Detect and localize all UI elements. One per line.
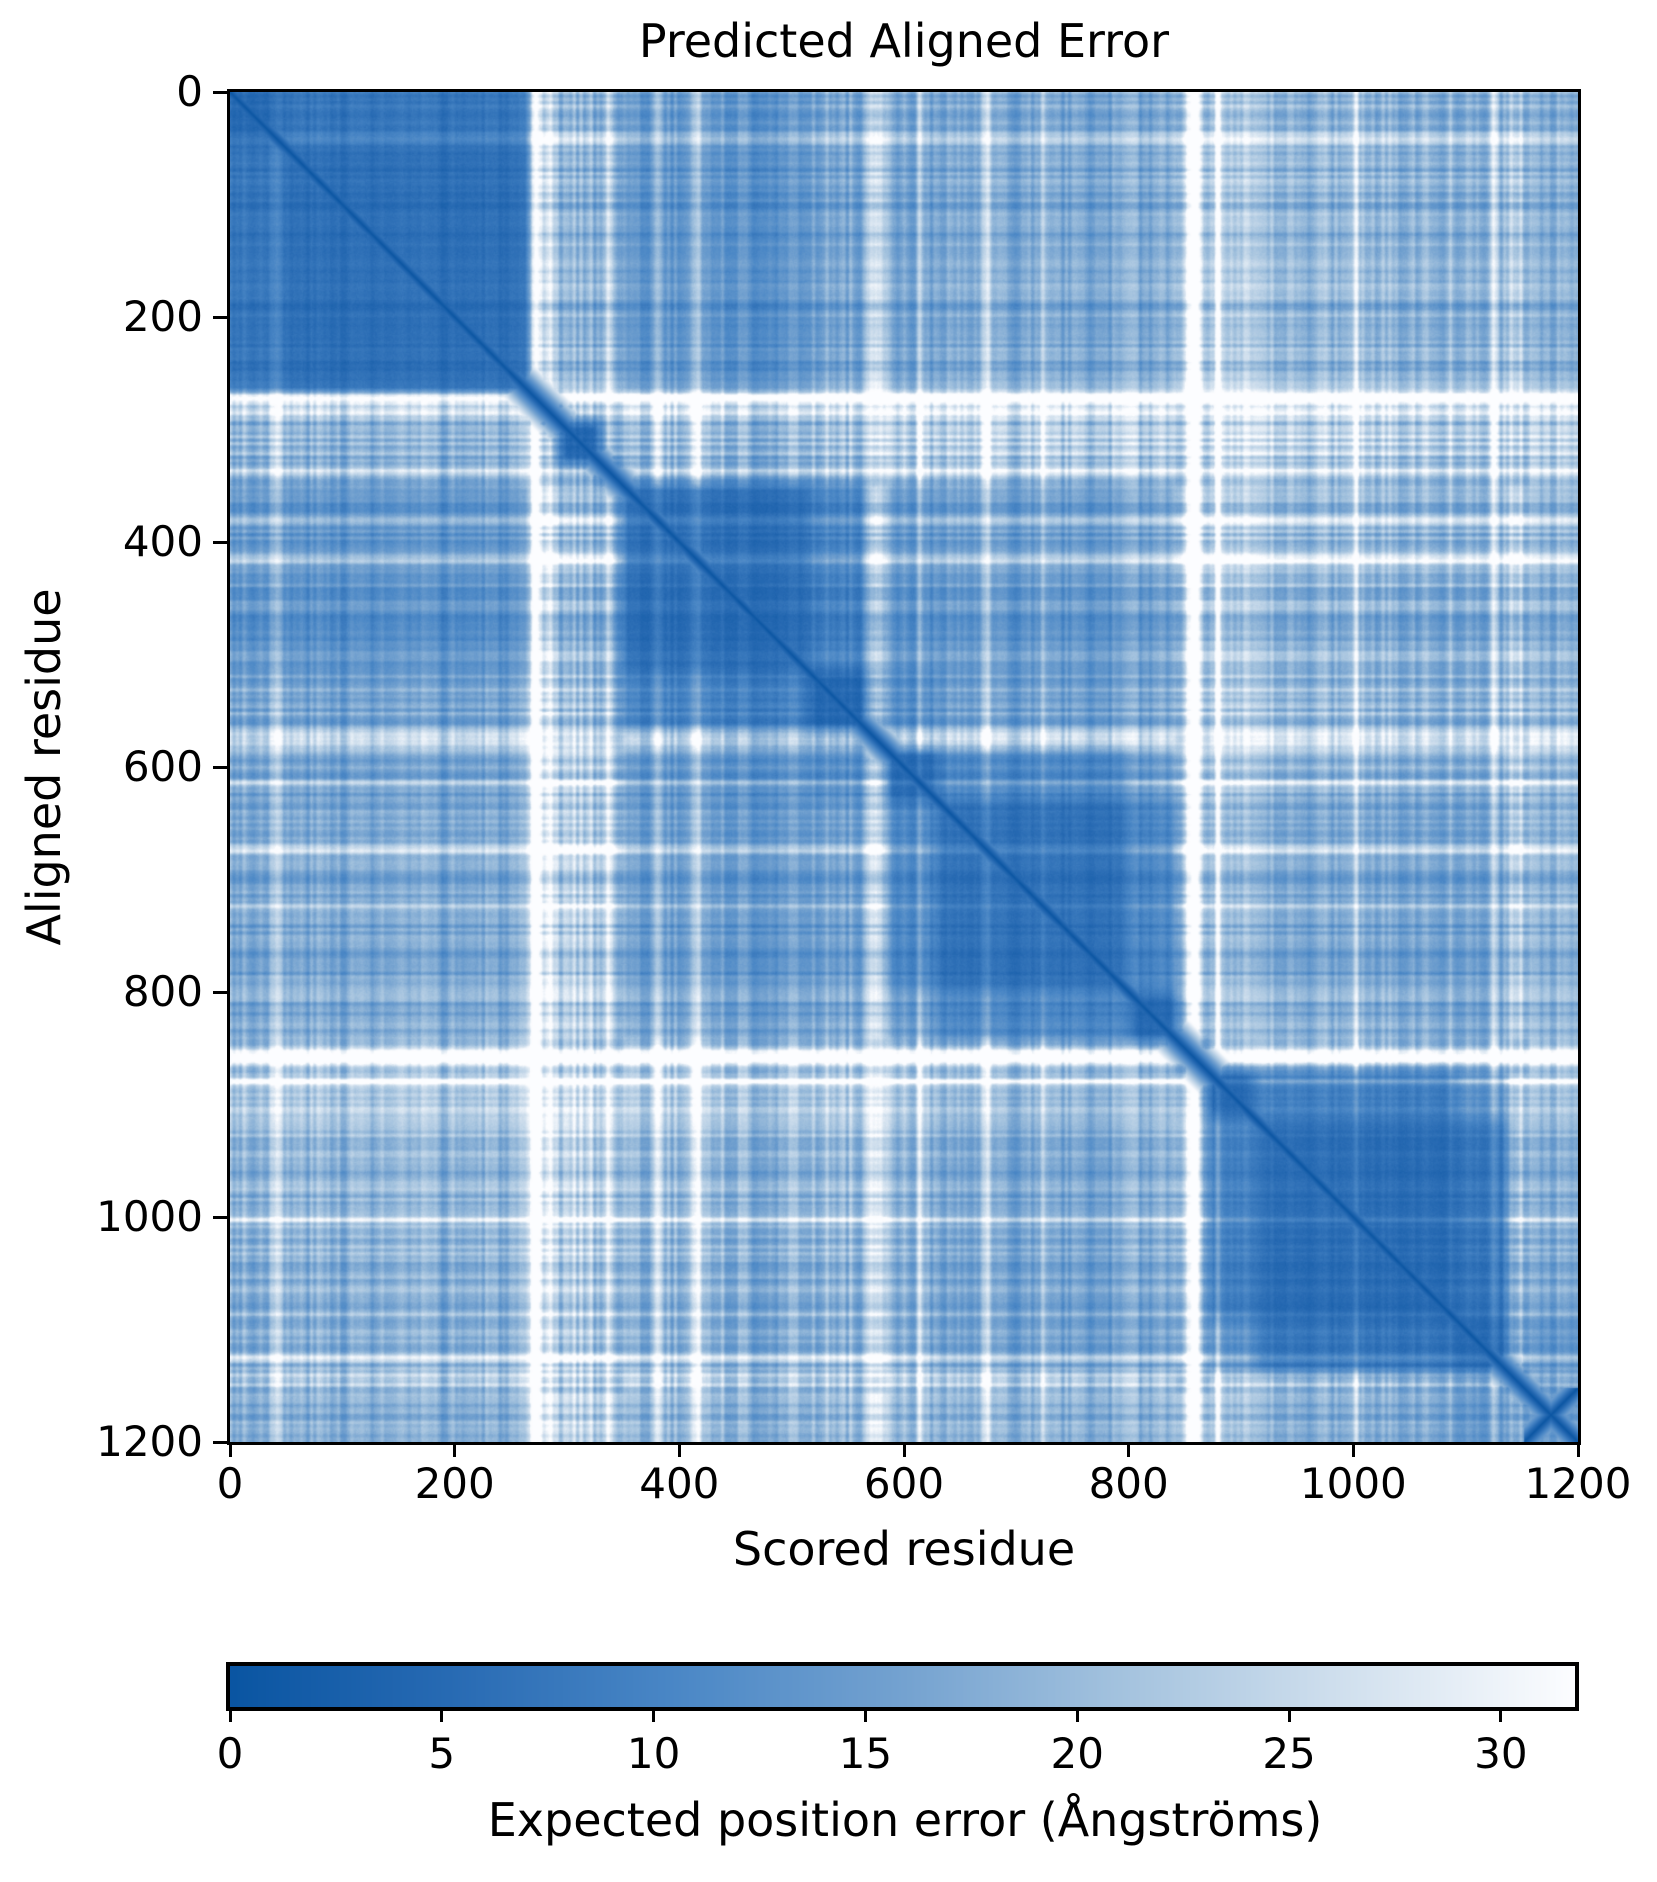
x-tick-mark (453, 1443, 457, 1457)
colorbar-tick-label: 25 (1262, 1729, 1316, 1778)
y-tick-mark (213, 540, 227, 544)
y-axis-label: Aligned residue (17, 588, 71, 946)
colorbar (226, 1662, 1579, 1711)
x-tick-mark (1576, 1443, 1580, 1457)
colorbar-tick-mark (652, 1707, 656, 1722)
x-tick-label: 600 (863, 1459, 945, 1508)
y-tick-mark (213, 90, 227, 94)
heatmap-plot-area (227, 89, 1581, 1445)
y-tick-mark (213, 1440, 227, 1444)
y-tick-label: 1000 (96, 1192, 203, 1241)
x-tick-label: 1000 (1299, 1459, 1407, 1508)
y-tick-label: 0 (176, 67, 203, 116)
y-tick-label: 400 (122, 517, 203, 566)
colorbar-tick-mark (1075, 1707, 1079, 1722)
colorbar-gradient-canvas (230, 1666, 1575, 1707)
colorbar-tick-label: 0 (216, 1729, 244, 1778)
colorbar-tick-label: 30 (1474, 1729, 1528, 1778)
colorbar-tick-label: 15 (838, 1729, 893, 1778)
x-tick-mark (1351, 1443, 1355, 1457)
colorbar-label: Expected position error (Ångströms) (487, 1793, 1323, 1847)
x-axis-label: Scored residue (732, 1522, 1076, 1576)
y-tick-label: 1200 (96, 1417, 203, 1466)
x-tick-label: 0 (216, 1459, 244, 1508)
y-tick-label: 600 (122, 742, 203, 791)
y-tick-mark (213, 315, 227, 319)
x-tick-label: 400 (639, 1459, 720, 1508)
colorbar-tick-mark (228, 1707, 232, 1722)
colorbar-tick-mark (863, 1707, 867, 1722)
colorbar-tick-label: 10 (626, 1729, 681, 1778)
y-tick-mark (213, 990, 227, 994)
x-tick-mark (902, 1443, 906, 1457)
colorbar-tick-mark (440, 1707, 444, 1722)
x-tick-mark (677, 1443, 681, 1457)
y-tick-label: 800 (122, 967, 203, 1016)
y-tick-mark (213, 765, 227, 769)
x-tick-label: 1200 (1524, 1459, 1632, 1508)
y-tick-mark (213, 1215, 227, 1219)
colorbar-tick-label: 20 (1050, 1729, 1104, 1778)
colorbar-tick-label: 5 (428, 1729, 456, 1778)
chart-title: Predicted Aligned Error (638, 14, 1170, 68)
x-tick-label: 800 (1088, 1459, 1169, 1508)
colorbar-tick-mark (1499, 1707, 1503, 1722)
pae-heatmap-canvas (230, 92, 1578, 1442)
colorbar-tick-mark (1287, 1707, 1291, 1722)
y-tick-label: 200 (122, 292, 203, 341)
x-tick-label: 200 (414, 1459, 495, 1508)
x-tick-mark (1127, 1443, 1131, 1457)
x-tick-mark (228, 1443, 232, 1457)
